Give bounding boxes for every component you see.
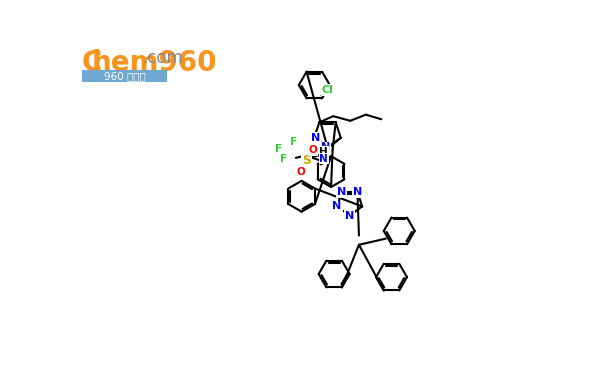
Text: F: F — [290, 138, 297, 147]
Text: hem960: hem960 — [92, 49, 217, 77]
Text: 960 化工网: 960 化工网 — [103, 71, 145, 81]
Text: O: O — [296, 167, 305, 177]
Text: O: O — [309, 145, 317, 155]
Text: N: N — [353, 187, 362, 197]
Text: N: N — [311, 133, 321, 143]
Text: F: F — [275, 144, 283, 154]
FancyBboxPatch shape — [82, 70, 167, 82]
Text: N: N — [333, 201, 342, 211]
Text: F: F — [280, 154, 287, 164]
Text: .com: .com — [142, 49, 183, 67]
Text: C: C — [82, 49, 102, 77]
Text: N: N — [321, 142, 330, 152]
Text: N: N — [319, 154, 328, 164]
Text: S: S — [302, 154, 311, 167]
Text: H: H — [319, 147, 328, 157]
Text: Cl: Cl — [322, 85, 334, 95]
Text: N: N — [345, 210, 355, 220]
Text: N: N — [337, 187, 347, 197]
